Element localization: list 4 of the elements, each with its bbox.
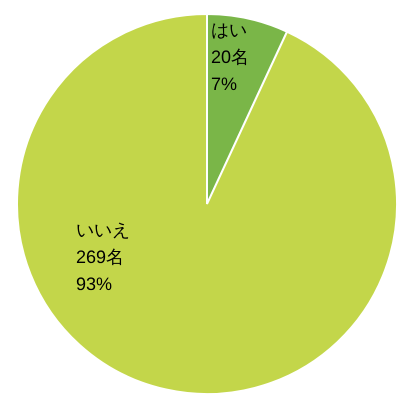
data-label: 269名 93% (76, 247, 124, 294)
data-label: 20名 7% (211, 47, 250, 94)
slice-label: はい (211, 20, 247, 40)
slice-label: いいえ (76, 220, 130, 240)
